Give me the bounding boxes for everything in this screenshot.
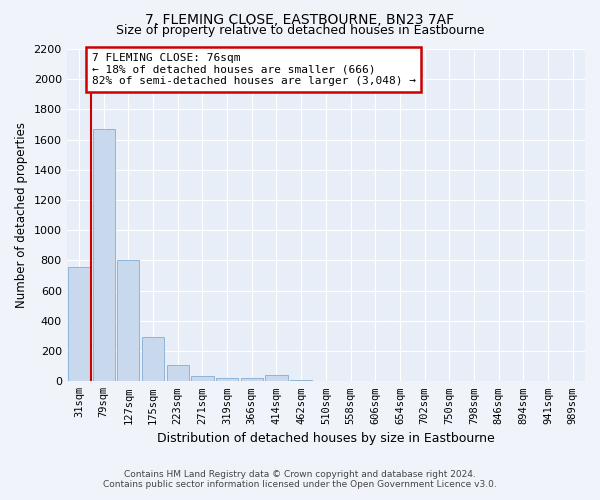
Bar [537,380,559,382]
Bar [463,380,485,382]
Bar [191,376,214,382]
Bar [92,129,115,382]
X-axis label: Distribution of detached houses by size in Eastbourne: Distribution of detached houses by size … [157,432,495,445]
Bar [562,380,584,382]
Text: 7, FLEMING CLOSE, EASTBOURNE, BN23 7AF: 7, FLEMING CLOSE, EASTBOURNE, BN23 7AF [145,12,455,26]
Bar [488,380,510,382]
Bar [315,380,337,382]
Bar [389,380,411,382]
Bar [340,380,362,382]
Y-axis label: Number of detached properties: Number of detached properties [15,122,28,308]
Bar [364,380,386,382]
Bar [142,336,164,382]
Bar [438,380,460,382]
Bar [167,364,189,382]
Text: 7 FLEMING CLOSE: 76sqm
← 18% of detached houses are smaller (666)
82% of semi-de: 7 FLEMING CLOSE: 76sqm ← 18% of detached… [92,53,416,86]
Bar [216,378,238,382]
Bar [68,268,90,382]
Bar [265,376,287,382]
Bar [241,378,263,382]
Bar [290,380,312,382]
Text: Contains HM Land Registry data © Crown copyright and database right 2024.
Contai: Contains HM Land Registry data © Crown c… [103,470,497,489]
Bar [117,260,139,382]
Bar [512,380,535,382]
Text: Size of property relative to detached houses in Eastbourne: Size of property relative to detached ho… [116,24,484,37]
Bar [413,380,436,382]
